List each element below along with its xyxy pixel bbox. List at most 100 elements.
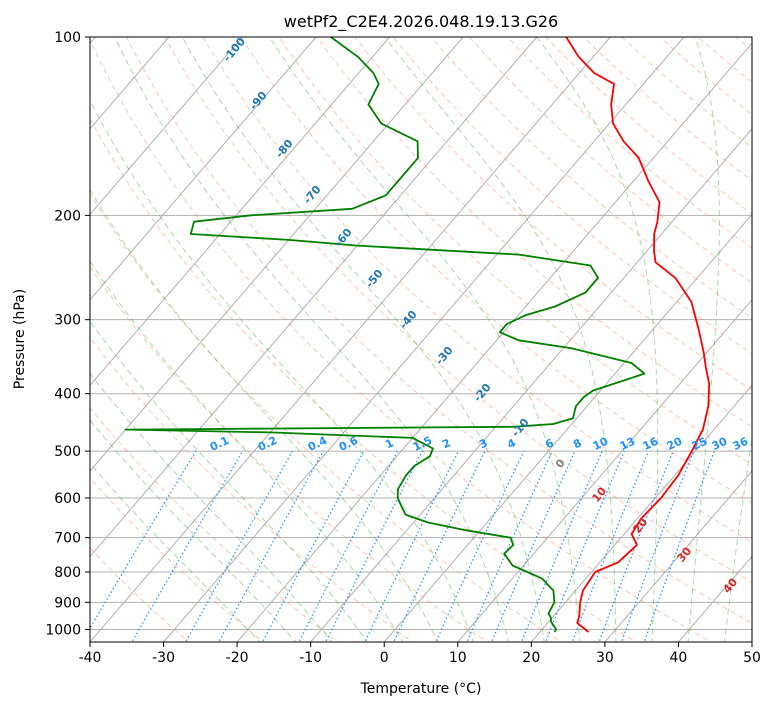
isotherm-line bbox=[236, 42, 752, 642]
y-axis-label: Pressure (hPa) bbox=[12, 289, 28, 389]
mixing-ratio-line bbox=[393, 450, 486, 642]
dry-adiabat-label: -10 bbox=[509, 416, 532, 440]
temperature-profile-line bbox=[565, 37, 711, 633]
isotherm-line bbox=[90, 37, 538, 558]
mixing-ratio-line bbox=[544, 450, 625, 642]
dry-adiabats bbox=[90, 24, 775, 645]
isotherm-line bbox=[604, 470, 752, 642]
mixing-ratio-line bbox=[620, 450, 695, 642]
isotherm-line bbox=[90, 37, 391, 387]
x-tick-label: 0 bbox=[380, 650, 389, 666]
mixing-ratio-label: 36 bbox=[731, 435, 751, 453]
isotherm-line bbox=[457, 299, 752, 642]
x-tick-label: 10 bbox=[449, 650, 467, 666]
isotherm-line bbox=[162, 37, 685, 642]
dry-adiabat-line bbox=[392, 37, 752, 355]
x-axis-label: Temperature (°C) bbox=[360, 681, 482, 697]
plot-frame bbox=[89, 36, 753, 643]
dry-adiabat-line bbox=[90, 193, 563, 642]
dry-adiabat-line bbox=[582, 37, 752, 182]
mixing-ratio-line bbox=[435, 450, 525, 642]
isotherm-line bbox=[310, 128, 752, 642]
moist-adiabat-line bbox=[90, 320, 368, 642]
moist-adiabat-line bbox=[90, 99, 474, 642]
mixing-ratio-line bbox=[598, 450, 674, 642]
sounding-series bbox=[124, 37, 711, 633]
x-tick-label: -40 bbox=[79, 650, 102, 666]
chart-title: wetPf2_C2E4.2026.048.19.13.G26 bbox=[284, 12, 558, 32]
moist-adiabat-line bbox=[114, 37, 510, 642]
curve-labels: -100-90-80-70-60-50-40-30-20-10010203040… bbox=[208, 35, 751, 596]
isotherm-gridlines bbox=[90, 37, 752, 642]
mixing-ratio-lines bbox=[90, 450, 715, 642]
y-tick-label: 400 bbox=[54, 387, 81, 403]
dry-adiabat-line bbox=[430, 37, 752, 319]
dry-adiabat-line bbox=[90, 39, 712, 642]
moist-adiabat-line bbox=[724, 435, 752, 642]
mixing-ratio-label: 13 bbox=[618, 435, 637, 453]
dry-adiabat-line bbox=[354, 37, 752, 391]
mixing-ratio-label: 2 bbox=[440, 436, 452, 451]
dry-adiabat-line bbox=[90, 547, 190, 642]
moist-adiabat-line bbox=[535, 37, 659, 642]
moist-adiabat-line bbox=[90, 462, 261, 642]
isotherm-line bbox=[751, 641, 752, 642]
dry-adiabat-line bbox=[90, 477, 265, 642]
dry-adiabat-line bbox=[735, 37, 752, 51]
mixing-ratio-label: 25 bbox=[690, 435, 709, 453]
isotherm-line bbox=[90, 37, 611, 642]
isotherm-line bbox=[90, 37, 317, 301]
isotherm-line bbox=[530, 384, 752, 642]
moist-adiabat-line bbox=[268, 37, 581, 642]
dry-adiabat-label: -20 bbox=[471, 381, 494, 405]
mixing-ratio-label: 20 bbox=[665, 435, 685, 453]
mixing-ratio-line bbox=[364, 450, 459, 642]
dry-adiabat-line bbox=[506, 37, 752, 249]
moist-adiabat-line bbox=[181, 37, 545, 642]
y-axis-ticks: 1000 900 800 700 600 500 400 300 200 100 bbox=[45, 30, 90, 638]
mixing-ratio-label: 30 bbox=[710, 435, 730, 453]
dry-adiabat-line bbox=[90, 407, 339, 642]
y-tick-label: 900 bbox=[54, 595, 81, 611]
x-tick-label: -20 bbox=[226, 650, 249, 666]
y-tick-label: 200 bbox=[54, 208, 81, 224]
dry-adiabat-line bbox=[202, 37, 752, 543]
mixing-ratio-line bbox=[643, 450, 715, 642]
y-tick-label: 700 bbox=[54, 531, 81, 547]
mixing-ratio-label: 16 bbox=[641, 435, 661, 453]
x-tick-label: -30 bbox=[152, 650, 175, 666]
y-tick-label: 1000 bbox=[45, 622, 81, 638]
dry-adiabat-line bbox=[758, 24, 775, 645]
mixing-ratio-line bbox=[325, 450, 423, 642]
x-tick-label: 50 bbox=[743, 650, 761, 666]
isotherm-line bbox=[90, 37, 464, 472]
y-tick-label: 800 bbox=[54, 565, 81, 581]
mixing-ratio-label: 1 bbox=[383, 436, 395, 451]
y-tick-label: 500 bbox=[54, 444, 81, 460]
mixing-ratio-label: 10 bbox=[591, 435, 611, 453]
y-tick-label: 100 bbox=[54, 30, 81, 46]
moist-adiabat-line bbox=[761, 24, 775, 645]
mixing-ratio-line bbox=[218, 450, 324, 642]
moist-adiabat-line bbox=[90, 188, 439, 642]
mixing-ratio-line bbox=[131, 450, 244, 642]
mixing-ratio-line bbox=[491, 450, 576, 642]
dry-adiabat-label: -50 bbox=[363, 267, 386, 291]
y-tick-label: 300 bbox=[54, 313, 81, 329]
mixing-ratio-label: 8 bbox=[571, 436, 583, 451]
dry-adiabat-label: 30 bbox=[674, 544, 694, 564]
moist-adiabat-line bbox=[90, 260, 404, 642]
dry-adiabat-line bbox=[659, 37, 752, 116]
x-tick-label: 20 bbox=[522, 650, 540, 666]
dry-adiabat-label: -40 bbox=[397, 308, 420, 332]
mixing-ratio-line bbox=[520, 450, 603, 642]
isotherm-line bbox=[383, 213, 752, 642]
x-axis-ticks: -40 -30 -20 -10 0 10 20 30 40 50 bbox=[79, 642, 761, 666]
dewpoint-profile-line bbox=[124, 37, 646, 633]
dry-adiabat-line bbox=[90, 265, 488, 642]
moist-adiabats bbox=[90, 24, 775, 645]
isobar-gridlines bbox=[90, 37, 752, 630]
dry-adiabat-label: 10 bbox=[589, 484, 609, 504]
dry-adiabat-label: -100 bbox=[220, 35, 248, 65]
plot-area: -100-90-80-70-60-50-40-30-20-10010203040… bbox=[90, 24, 775, 645]
